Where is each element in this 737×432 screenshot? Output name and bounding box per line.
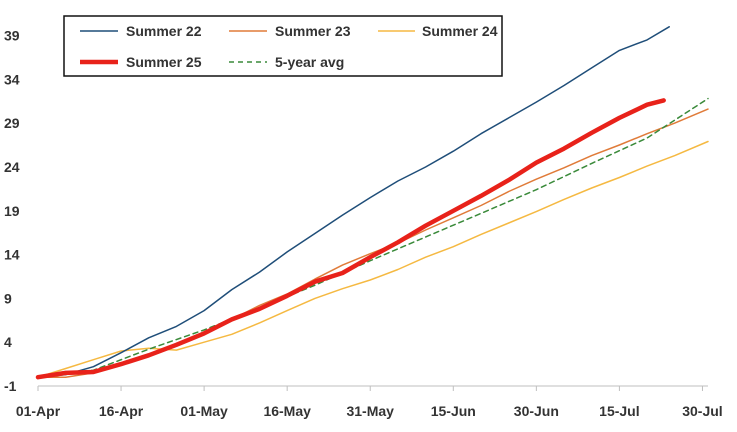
x-tick-label: 16-Apr — [99, 403, 144, 419]
series-layer — [35, 26, 709, 380]
x-tick-label: 31-May — [346, 403, 394, 419]
x-tick-label: 30-Jun — [514, 403, 559, 419]
x-tick-label: 15-Jun — [431, 403, 476, 419]
axis-layer: 39 34 29 24 19 14 9 4 -1 01-Apr 16-Apr 01-May 16-May… — [4, 28, 723, 419]
y-tick-label: 4 — [4, 334, 12, 350]
legend-label-summer-23: Summer 23 — [275, 23, 351, 39]
series-line-summer-23 — [37, 108, 709, 378]
y-tick-label: 9 — [4, 290, 12, 306]
x-tick-label: 30-Jul — [682, 403, 722, 419]
y-tick-label: 29 — [4, 115, 20, 131]
series-line-5-year-avg — [37, 97, 709, 378]
x-tick-label: 01-May — [180, 403, 228, 419]
x-tick-label: 01-Apr — [16, 403, 61, 419]
y-tick-label: 34 — [4, 71, 20, 87]
y-tick-label: 39 — [4, 28, 20, 44]
x-tick-label: 16-May — [263, 403, 311, 419]
y-tick-label: 24 — [4, 159, 20, 175]
legend: Summer 22 Summer 23 Summer 24 Summer 25 … — [63, 15, 503, 77]
x-tick-label: 15-Jul — [599, 403, 639, 419]
y-tick-label: 19 — [4, 203, 20, 219]
legend-box — [63, 15, 503, 77]
series-line-summer-24 — [37, 140, 709, 378]
series-line-summer-22 — [37, 26, 670, 378]
series-line-summer-25 — [35, 98, 666, 380]
y-tick-label: -1 — [4, 378, 17, 394]
legend-label-summer-22: Summer 22 — [126, 23, 202, 39]
legend-label-5-year-avg: 5-year avg — [275, 54, 344, 70]
legend-label-summer-25: Summer 25 — [126, 54, 202, 70]
legend-label-summer-24: Summer 24 — [422, 23, 498, 39]
y-tick-label: 14 — [4, 247, 20, 263]
